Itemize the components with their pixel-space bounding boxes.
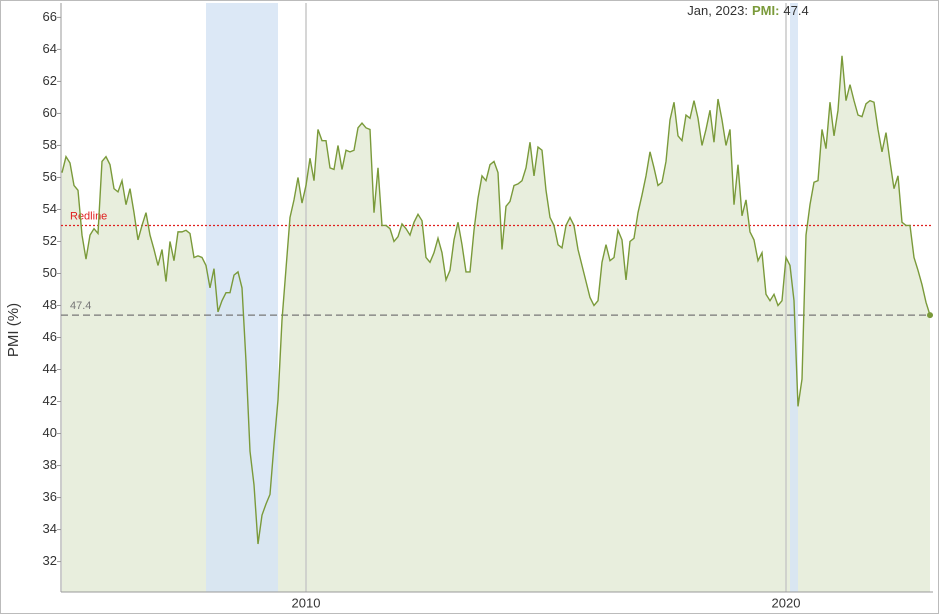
- y-tick-label: 36: [43, 489, 57, 504]
- y-tick-label: 40: [43, 425, 57, 440]
- y-tick-label: 32: [43, 553, 57, 568]
- y-tick-label: 50: [43, 265, 57, 280]
- y-tick-label: 62: [43, 73, 57, 88]
- tooltip: Jan, 2023: PMI: 47.4: [687, 3, 808, 18]
- reference-label: 47.4: [70, 300, 91, 312]
- y-tick-label: 58: [43, 137, 57, 152]
- y-tick-label: 48: [43, 297, 57, 312]
- y-tick-label: 56: [43, 169, 57, 184]
- y-tick-label: 44: [43, 361, 57, 376]
- tooltip-date: Jan, 2023:: [687, 3, 748, 18]
- x-tick-label: 2010: [292, 595, 321, 610]
- end-point: [927, 312, 933, 319]
- y-tick-label: 52: [43, 233, 57, 248]
- y-axis-label: PMI (%): [5, 303, 22, 357]
- area-fill: [62, 55, 930, 593]
- y-tick-label: 34: [43, 521, 57, 536]
- tooltip-value: 47.4: [783, 3, 808, 18]
- reference-label: Redline: [70, 210, 107, 222]
- y-tick-label: 42: [43, 393, 57, 408]
- y-tick-label: 46: [43, 329, 57, 344]
- y-tick-label: 60: [43, 105, 57, 120]
- y-tick-label: 66: [43, 9, 57, 24]
- y-tick-label: 38: [43, 457, 57, 472]
- line: [61, 55, 931, 545]
- y-tick-label: 64: [43, 41, 57, 56]
- y-tick-label: 54: [43, 201, 57, 216]
- x-tick-label: 2020: [772, 595, 801, 610]
- tooltip-series: PMI:: [752, 3, 779, 18]
